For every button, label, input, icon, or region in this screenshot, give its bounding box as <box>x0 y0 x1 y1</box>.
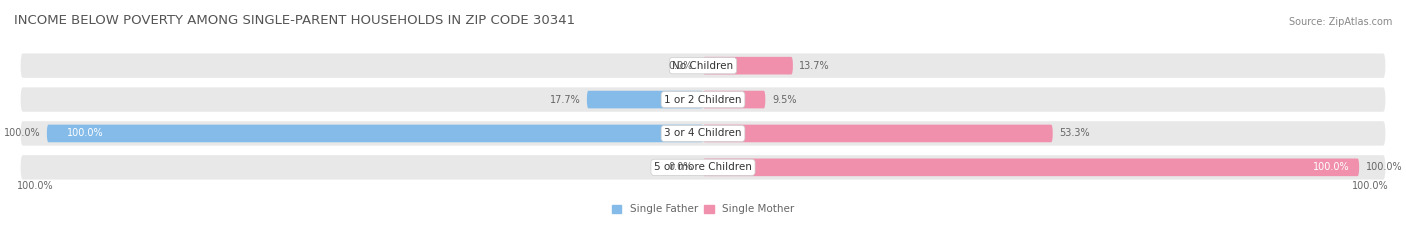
FancyBboxPatch shape <box>586 91 703 108</box>
Text: INCOME BELOW POVERTY AMONG SINGLE-PARENT HOUSEHOLDS IN ZIP CODE 30341: INCOME BELOW POVERTY AMONG SINGLE-PARENT… <box>14 14 575 27</box>
FancyBboxPatch shape <box>21 121 1385 146</box>
Legend: Single Father, Single Mother: Single Father, Single Mother <box>607 200 799 219</box>
Text: 13.7%: 13.7% <box>800 61 830 71</box>
FancyBboxPatch shape <box>703 57 793 75</box>
Text: 100.0%: 100.0% <box>1365 162 1402 172</box>
Text: No Children: No Children <box>672 61 734 71</box>
FancyBboxPatch shape <box>46 125 703 142</box>
Text: 100.0%: 100.0% <box>66 128 103 138</box>
FancyBboxPatch shape <box>703 91 765 108</box>
FancyBboxPatch shape <box>21 155 1385 180</box>
Text: 3 or 4 Children: 3 or 4 Children <box>664 128 742 138</box>
FancyBboxPatch shape <box>703 158 1360 176</box>
Text: 17.7%: 17.7% <box>550 95 581 105</box>
Text: 100.0%: 100.0% <box>17 181 53 191</box>
Text: 100.0%: 100.0% <box>1353 181 1389 191</box>
FancyBboxPatch shape <box>21 53 1385 78</box>
Text: 53.3%: 53.3% <box>1059 128 1090 138</box>
Text: Source: ZipAtlas.com: Source: ZipAtlas.com <box>1288 17 1392 27</box>
FancyBboxPatch shape <box>703 125 1053 142</box>
Text: 100.0%: 100.0% <box>1313 162 1350 172</box>
Text: 0.0%: 0.0% <box>669 162 693 172</box>
Text: 0.0%: 0.0% <box>669 61 693 71</box>
Text: 9.5%: 9.5% <box>772 95 796 105</box>
Text: 1 or 2 Children: 1 or 2 Children <box>664 95 742 105</box>
Text: 5 or more Children: 5 or more Children <box>654 162 752 172</box>
Text: 100.0%: 100.0% <box>4 128 41 138</box>
FancyBboxPatch shape <box>21 87 1385 112</box>
